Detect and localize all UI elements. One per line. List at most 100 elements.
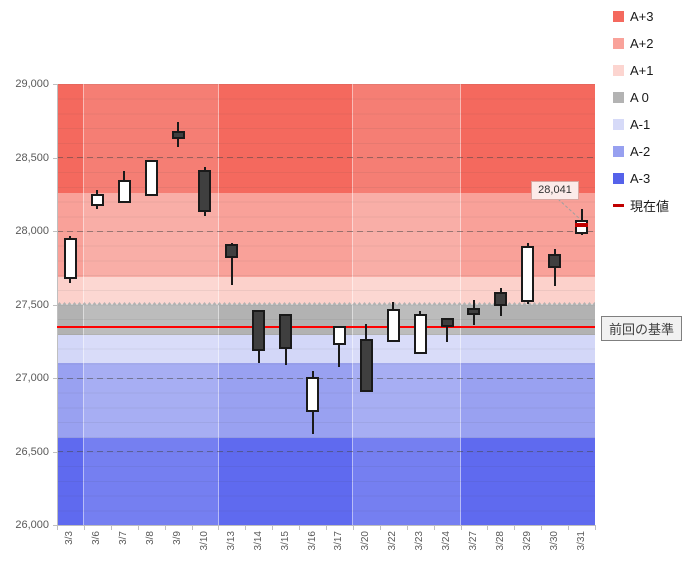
candle-3-29-body bbox=[521, 245, 535, 303]
legend-item-a+3: A+3 bbox=[613, 8, 654, 24]
legend-item-label: A-1 bbox=[630, 116, 651, 132]
legend-item-a+2: A+2 bbox=[613, 35, 654, 51]
y-tick-label: 27,000 bbox=[15, 372, 49, 384]
x-tick bbox=[595, 525, 596, 530]
x-tick-label: 3/10 bbox=[198, 531, 210, 551]
y-tick bbox=[53, 378, 57, 379]
y-tick bbox=[53, 451, 57, 453]
gridline-26500 bbox=[57, 451, 595, 452]
candle-3-20-body bbox=[359, 339, 373, 393]
y-tick-label: 27,500 bbox=[15, 298, 49, 311]
legend-swatch-icon bbox=[613, 64, 624, 76]
legend-swatch-icon bbox=[613, 172, 624, 184]
zone-band-a+2 bbox=[57, 192, 595, 277]
y-tick-label: 26,000 bbox=[15, 519, 49, 531]
candle-3-8-body bbox=[144, 159, 158, 197]
candle-3-15-body bbox=[279, 314, 293, 350]
x-tick bbox=[541, 525, 543, 530]
legend-swatch-icon bbox=[613, 10, 624, 22]
legend-item-label: A-3 bbox=[630, 170, 651, 186]
x-tick-label: 3/31 bbox=[575, 531, 587, 551]
x-tick bbox=[433, 525, 435, 530]
x-tick-label: 3/9 bbox=[172, 531, 184, 545]
x-tick-label: 3/13 bbox=[225, 531, 237, 551]
y-tick bbox=[53, 157, 57, 159]
current-value-dash-icon bbox=[613, 203, 624, 207]
y-tick-label: 26,500 bbox=[15, 445, 49, 458]
legend-item-a-2: A-2 bbox=[613, 143, 651, 159]
legend-item-label: A+3 bbox=[630, 8, 654, 24]
current-value-marker bbox=[575, 222, 589, 227]
x-tick-label: 3/14 bbox=[252, 531, 264, 551]
x-tick bbox=[487, 525, 489, 530]
y-tick bbox=[53, 525, 57, 526]
baseline-label: 前回の基準 bbox=[601, 316, 683, 341]
y-tick bbox=[53, 231, 57, 232]
x-tick bbox=[352, 525, 354, 530]
x-tick-label: 3/27 bbox=[467, 531, 479, 551]
legend-swatch-icon bbox=[613, 37, 624, 49]
x-tick bbox=[460, 525, 462, 530]
candle-3-9-body bbox=[171, 130, 185, 139]
x-tick-label: 3/8 bbox=[145, 531, 157, 545]
legend-item-label: A+1 bbox=[630, 62, 654, 78]
legend-swatch-icon bbox=[613, 91, 624, 103]
candle-3-10-body bbox=[198, 170, 212, 213]
gridline-28500 bbox=[57, 157, 595, 158]
x-tick bbox=[83, 525, 85, 530]
x-tick-label: 3/7 bbox=[118, 531, 130, 545]
zone-band-a-0 bbox=[57, 304, 595, 336]
x-axis-line bbox=[53, 525, 595, 526]
candle-3-13-body bbox=[225, 244, 239, 258]
gridline-27000 bbox=[57, 377, 595, 379]
x-tick-label: 3/6 bbox=[91, 531, 103, 545]
current-value-callout: 28,041 bbox=[531, 181, 579, 200]
legend-item-label: A 0 bbox=[630, 89, 649, 105]
zone-band-a-1 bbox=[57, 335, 595, 364]
baseline-line bbox=[57, 326, 595, 328]
candle-3-23-body bbox=[413, 314, 427, 354]
x-tick-label: 3/15 bbox=[279, 531, 291, 551]
legend-swatch-icon bbox=[613, 145, 624, 157]
x-tick bbox=[218, 525, 220, 530]
candle-3-6-body bbox=[90, 193, 104, 206]
x-tick-label: 3/28 bbox=[494, 531, 506, 551]
y-tick-label: 29,000 bbox=[15, 78, 49, 90]
legend-item-current-value: 現在値 bbox=[613, 198, 670, 214]
legend-item-a+1: A+1 bbox=[613, 62, 654, 78]
x-tick bbox=[299, 525, 301, 530]
zone-a0-sawtooth-edge bbox=[57, 302, 595, 305]
x-tick bbox=[272, 525, 274, 530]
candle-3-3-body bbox=[63, 237, 77, 279]
candle-3-7-body bbox=[117, 180, 131, 203]
x-tick-label: 3/16 bbox=[306, 531, 318, 551]
candle-3-17-body bbox=[332, 326, 346, 346]
x-tick-label: 3/22 bbox=[387, 531, 399, 551]
y-tick-label: 28,000 bbox=[15, 225, 49, 237]
x-tick-label: 3/29 bbox=[521, 531, 533, 551]
candle-3-28-body bbox=[494, 292, 508, 307]
x-tick bbox=[57, 525, 58, 530]
x-tick bbox=[406, 525, 408, 530]
candle-3-22-body bbox=[386, 309, 400, 342]
y-axis-line bbox=[57, 84, 58, 530]
legend-item-label: A-2 bbox=[630, 143, 651, 159]
gridline-28000 bbox=[57, 230, 595, 232]
x-tick-label: 3/30 bbox=[548, 531, 560, 551]
x-tick bbox=[379, 525, 381, 530]
x-tick-label: 3/17 bbox=[333, 531, 345, 551]
x-tick bbox=[568, 525, 570, 530]
x-tick bbox=[245, 525, 247, 530]
legend-item-label: A+2 bbox=[630, 35, 654, 51]
zone-band-a-3 bbox=[57, 438, 595, 525]
x-tick bbox=[137, 525, 139, 530]
legend-item-label: 現在値 bbox=[630, 198, 670, 214]
x-tick-label: 3/24 bbox=[441, 531, 453, 551]
x-tick-label: 3/23 bbox=[414, 531, 426, 551]
legend-item-a-3: A-3 bbox=[613, 170, 651, 186]
candle-3-27-body bbox=[467, 308, 481, 316]
y-tick-label: 28,500 bbox=[15, 151, 49, 164]
legend-swatch-icon bbox=[613, 118, 624, 130]
candle-3-14-body bbox=[252, 309, 266, 351]
y-tick bbox=[53, 84, 57, 85]
